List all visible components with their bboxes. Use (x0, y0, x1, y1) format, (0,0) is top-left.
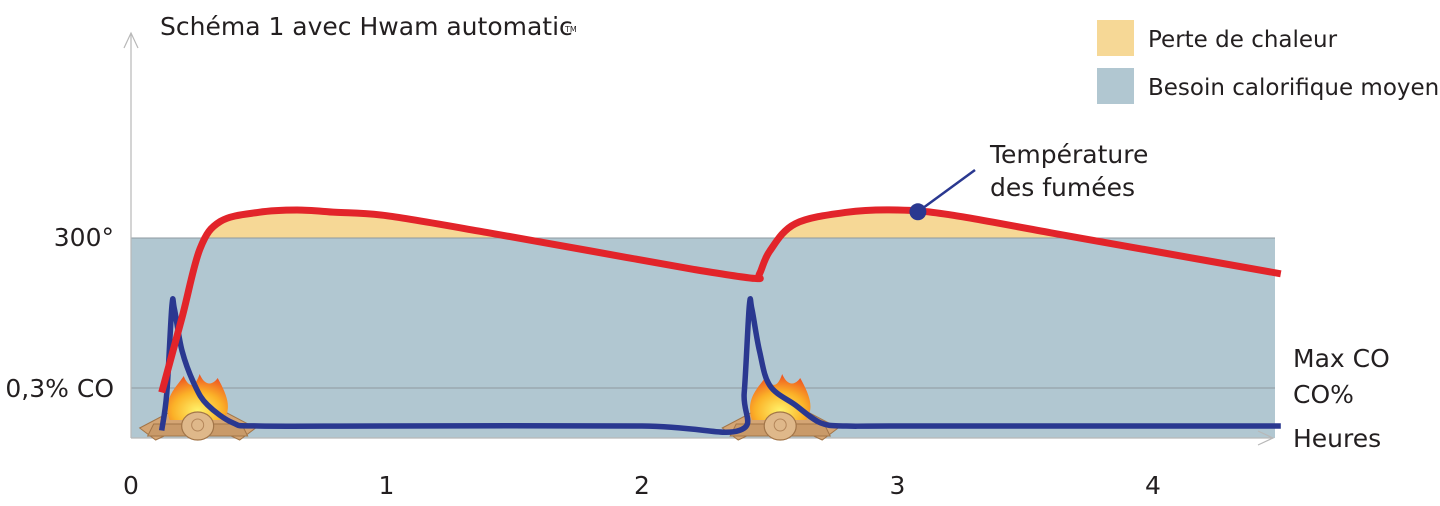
annotation-text-line1: Température (989, 140, 1148, 169)
annotation-marker (909, 203, 927, 221)
y-label-co: 0,3% CO (5, 374, 114, 403)
heat-loss-fill (161, 209, 1275, 238)
x-tick-labels: 0 1 2 3 4 (123, 471, 1161, 500)
chart-title-trademark: TM (564, 25, 577, 34)
label-max-co: Max CO (1293, 344, 1390, 373)
y-label-300: 300° (54, 223, 114, 252)
legend-label-heat-demand: Besoin calorifique moyen (1148, 75, 1439, 101)
chart-title: Schéma 1 avec Hwam automatic (160, 12, 573, 41)
heat-loss-area (161, 209, 1275, 238)
annotation-leader-line (917, 168, 976, 213)
x-axis-label: Heures (1293, 424, 1381, 453)
y-axis-arrow (123, 31, 139, 49)
x-tick-label: 4 (1145, 471, 1161, 500)
series-temperature-line (158, 206, 1282, 394)
annotation-text-line2: des fumées (990, 173, 1135, 202)
legend-swatch-heat-loss (1097, 20, 1134, 56)
x-tick-label: 3 (890, 471, 906, 500)
label-co-percent: CO% (1293, 380, 1354, 409)
x-axis-arrow (1257, 430, 1275, 446)
series-co-line (158, 296, 1281, 435)
legend-label-heat-loss: Perte de chaleur (1148, 27, 1338, 53)
x-tick-label: 0 (123, 471, 139, 500)
x-tick-label: 2 (634, 471, 650, 500)
x-tick-label: 1 (379, 471, 395, 500)
legend-swatch-heat-demand (1097, 68, 1134, 104)
series-lines (158, 206, 1282, 435)
